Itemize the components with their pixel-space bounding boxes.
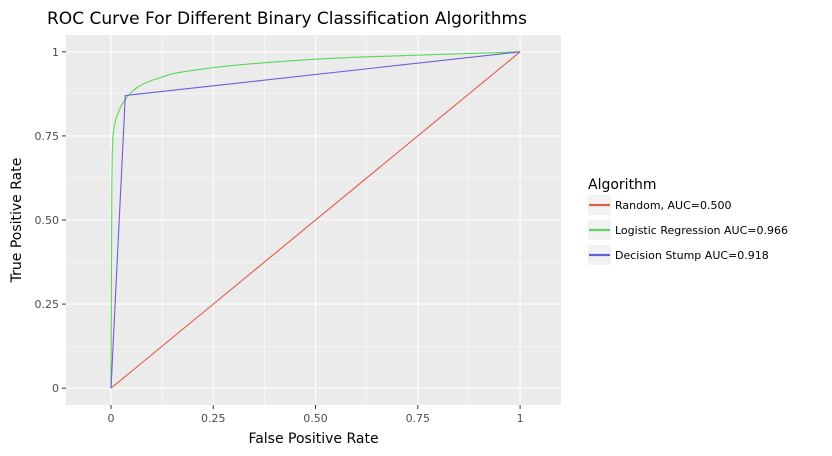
- legend-label-1: Logistic Regression AUC=0.966: [615, 224, 788, 237]
- x-axis-ticks: 0 0.25 0.50 0.75 1: [108, 405, 524, 425]
- x-tick-label: 0.75: [406, 412, 431, 425]
- legend-label-2: Decision Stump AUC=0.918: [615, 249, 769, 262]
- series-line-1: [110, 51, 521, 389]
- legend-items: Random, AUC=0.500 Logistic Regression AUC…: [588, 195, 788, 265]
- y-tick-label: 1: [52, 46, 59, 59]
- legend: Algorithm Random, AUC=0.500 Logistic Regr…: [588, 177, 788, 265]
- x-tick-label: 0.50: [303, 412, 328, 425]
- x-axis-title: False Positive Rate: [248, 431, 378, 447]
- series-lines: [110, 51, 521, 389]
- y-tick-label: 0: [52, 382, 59, 395]
- x-tick-label: 0: [108, 412, 115, 425]
- y-axis-ticks: 0 0.25 0.50 0.75 1: [35, 46, 66, 395]
- y-tick-label: 0.75: [35, 130, 60, 143]
- series-line-2: [110, 51, 521, 389]
- x-tick-label: 1: [517, 412, 524, 425]
- y-tick-label: 0.25: [35, 298, 60, 311]
- legend-label-0: Random, AUC=0.500: [615, 199, 732, 212]
- legend-title: Algorithm: [588, 177, 657, 193]
- y-tick-label: 0.50: [35, 214, 60, 227]
- x-tick-label: 0.25: [201, 412, 226, 425]
- series-line-0: [110, 51, 521, 389]
- y-axis-title: True Positive Rate: [9, 158, 25, 284]
- chart-title: ROC Curve For Different Binary Classific…: [47, 9, 527, 29]
